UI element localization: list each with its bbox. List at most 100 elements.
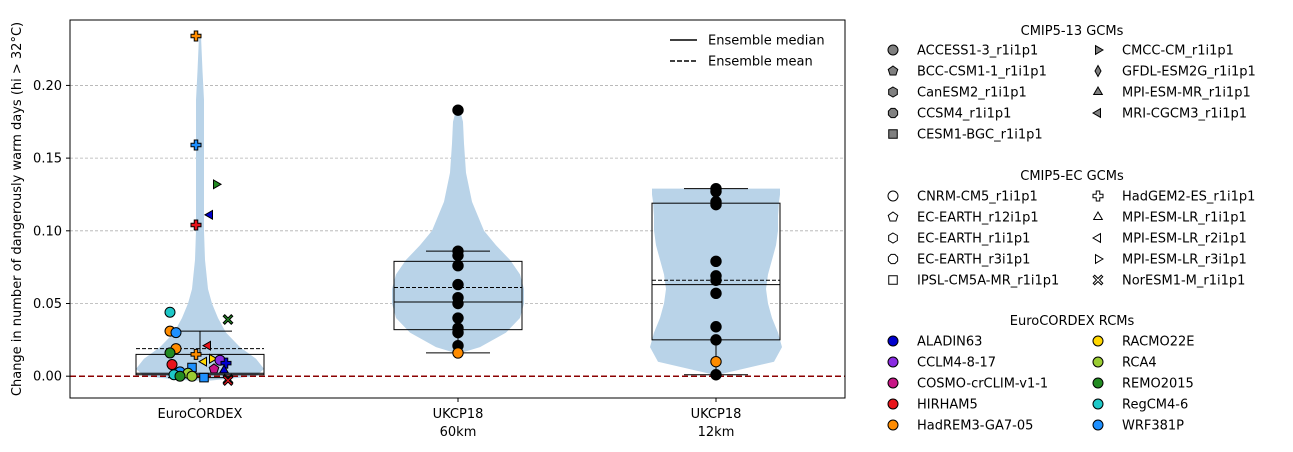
legend-cmip5-ec-label-1-3: MPI-ESM-LR_r3i1p1 [1122,253,1247,268]
axes: 0.00 0.05 0.10 0.15 0.20 EuroCORDEX UKCP18 60km… [10,19,846,440]
legend-cmip5-ec-marker-0-1 [887,211,899,222]
legend-cmip5-ec-marker-1-3 [1095,253,1105,265]
y-tick-label-1: 0.05 [33,297,62,312]
data-point-32 [452,260,464,272]
plot-legend-label-1: Ensemble mean [708,55,813,70]
legend-cmip5-13-label-1-2: MPI-ESM-MR_r1i1p1 [1122,86,1251,101]
legend-eurocordex-marker-1-0 [1092,335,1104,347]
data-point-50 [710,334,722,346]
legend-eurocordex-label-0-1: CCLM4-8-17 [917,356,996,371]
side-legends: CMIP5-13 GCMs ACCESS1-3_r1i1p1 BCC-CSM1-1_… [887,24,1256,434]
legend-eurocordex-label-0-0: ALADIN63 [917,335,982,350]
legend-cmip5-13-label-0-1: BCC-CSM1-1_r1i1p1 [917,65,1047,80]
data-point-51 [710,355,722,368]
legend-eurocordex-marker-0-4 [887,419,899,431]
data-point-5 [164,306,176,318]
y-tick-label-2: 0.10 [33,224,62,239]
legend-cmip5-ec-label-0-2: EC-EARTH_r1i1p1 [917,232,1030,247]
data-point-9 [201,340,211,351]
data-points [164,30,722,387]
legend-eurocordex-marker-1-3 [1092,398,1104,410]
legend-cmip5-ec-label-0-4: IPSL-CM5A-MR_r1i1p1 [917,274,1059,289]
data-point-48 [710,287,722,300]
legend-cmip5-ec-label-0-0: CNRM-CM5_r1i1p1 [917,190,1038,205]
legend-cmip5-13-label-0-4: CESM1-BGC_r1i1p1 [917,128,1043,143]
legend-eurocordex-label-1-1: RCA4 [1122,356,1157,371]
legend-cmip5-13-marker-0-2 [888,86,898,98]
legend-eurocordex-marker-0-1 [887,356,899,368]
data-point-35 [452,297,464,310]
data-point-17 [166,359,178,371]
legend-cmip5-ec-label-1-4: NorESM1-M_r1i1p1 [1122,274,1245,289]
data-point-24 [186,370,198,382]
data-point-15 [197,356,207,367]
legend-eurocordex-label-0-2: COSMO-crCLIM-v1-1 [917,377,1048,392]
data-point-0 [190,30,202,42]
legend-eurocordex-label-1-0: RACMO22E [1122,335,1194,350]
legend-cmip5-13-label-1-3: MRI-CGCM3_r1i1p1 [1122,107,1247,122]
legend-cmip5-ec-label-0-1: EC-EARTH_r12i1p1 [917,211,1039,226]
data-point-4 [190,219,202,231]
data-point-29 [452,104,464,116]
legend-cmip5-ec-label-1-1: MPI-ESM-LR_r1i1p1 [1122,211,1247,226]
legend-cmip5-13-title: CMIP5-13 GCMs [1021,24,1124,39]
legend-eurocordex-marker-1-1 [1092,356,1104,368]
legend-eurocordex-label-0-4: HadREM3-GA7-05 [917,419,1033,434]
violin-1 [392,110,524,353]
data-point-20 [218,364,230,374]
data-point-1 [190,139,202,151]
data-point-3 [203,209,213,221]
legend-cmip5-ec-label-1-0: HadGEM2-ES_r1i1p1 [1122,190,1255,205]
legend-cmip5-ec-marker-0-3 [887,253,899,265]
legend-eurocordex-label-1-3: RegCM4-6 [1122,398,1188,413]
legend-eurocordex-marker-1-2 [1092,377,1104,389]
legend-cmip5-ec-marker-0-4 [888,275,898,285]
data-point-40 [452,347,464,359]
data-point-45 [710,255,722,268]
data-point-8 [170,327,182,339]
data-point-38 [452,326,464,339]
legend-eurocordex-marker-1-4 [1092,419,1104,431]
data-point-6 [222,314,234,325]
data-point-25 [174,370,186,382]
legend-cmip5-ec-marker-0-2 [888,232,898,244]
data-point-49 [710,321,722,333]
legend-cmip5-13-label-1-1: GFDL-ESM2G_r1i1p1 [1122,65,1256,80]
legend-cmip5-ec-marker-1-2 [1091,232,1101,244]
y-tick-label-4: 0.20 [33,79,62,94]
legend-cmip5-13-marker-1-1 [1094,64,1102,78]
data-point-13 [209,353,219,364]
legend-cmip5-13-marker-0-1 [887,65,899,76]
data-point-19 [208,363,220,374]
legend-cmip5-13-marker-1-0 [1095,44,1105,56]
plot-legend: Ensemble median Ensemble mean [670,34,825,70]
data-point-26 [199,372,209,383]
x-tick-label-2-1: 12km [698,425,735,440]
legend-cmip5-ec-marker-1-1 [1092,210,1104,220]
legend-cmip5-ec-marker-0-0 [887,190,899,202]
legend-cmip5-13-marker-0-0 [887,44,899,56]
data-point-42 [710,185,722,198]
y-tick-label-3: 0.15 [33,152,62,167]
legend-cmip5-ec-label-1-2: MPI-ESM-LR_r2i1p1 [1122,232,1247,247]
legend-cmip5-13-marker-1-2 [1092,85,1104,95]
legend-cmip5-ec-marker-1-0 [1092,190,1104,202]
data-point-47 [710,274,722,286]
legend-cmip5-ec-title: CMIP5-EC GCMs [1020,169,1124,184]
legend-eurocordex-label-0-3: HIRHAM5 [917,398,978,413]
x-tick-label-1-1: 60km [440,425,477,440]
x-tick-label-1-0: UKCP18 [433,407,484,422]
legend-cmip5-13-label-1-0: CMCC-CM_r1i1p1 [1122,44,1234,59]
data-point-52 [710,369,722,381]
data-point-11 [164,347,176,359]
data-point-44 [710,198,722,211]
legend-eurocordex-label-1-4: WRF381P [1122,419,1184,434]
data-point-16 [220,357,232,369]
x-tick-label-2-0: UKCP18 [691,407,742,422]
legend-cmip5-13-label-0-0: ACCESS1-3_r1i1p1 [917,44,1038,59]
legend-eurocordex-marker-0-3 [887,398,899,410]
legend-eurocordex-title: EuroCORDEX RCMs [1010,314,1135,329]
x-tick-label-0-0: EuroCORDEX [158,407,243,422]
